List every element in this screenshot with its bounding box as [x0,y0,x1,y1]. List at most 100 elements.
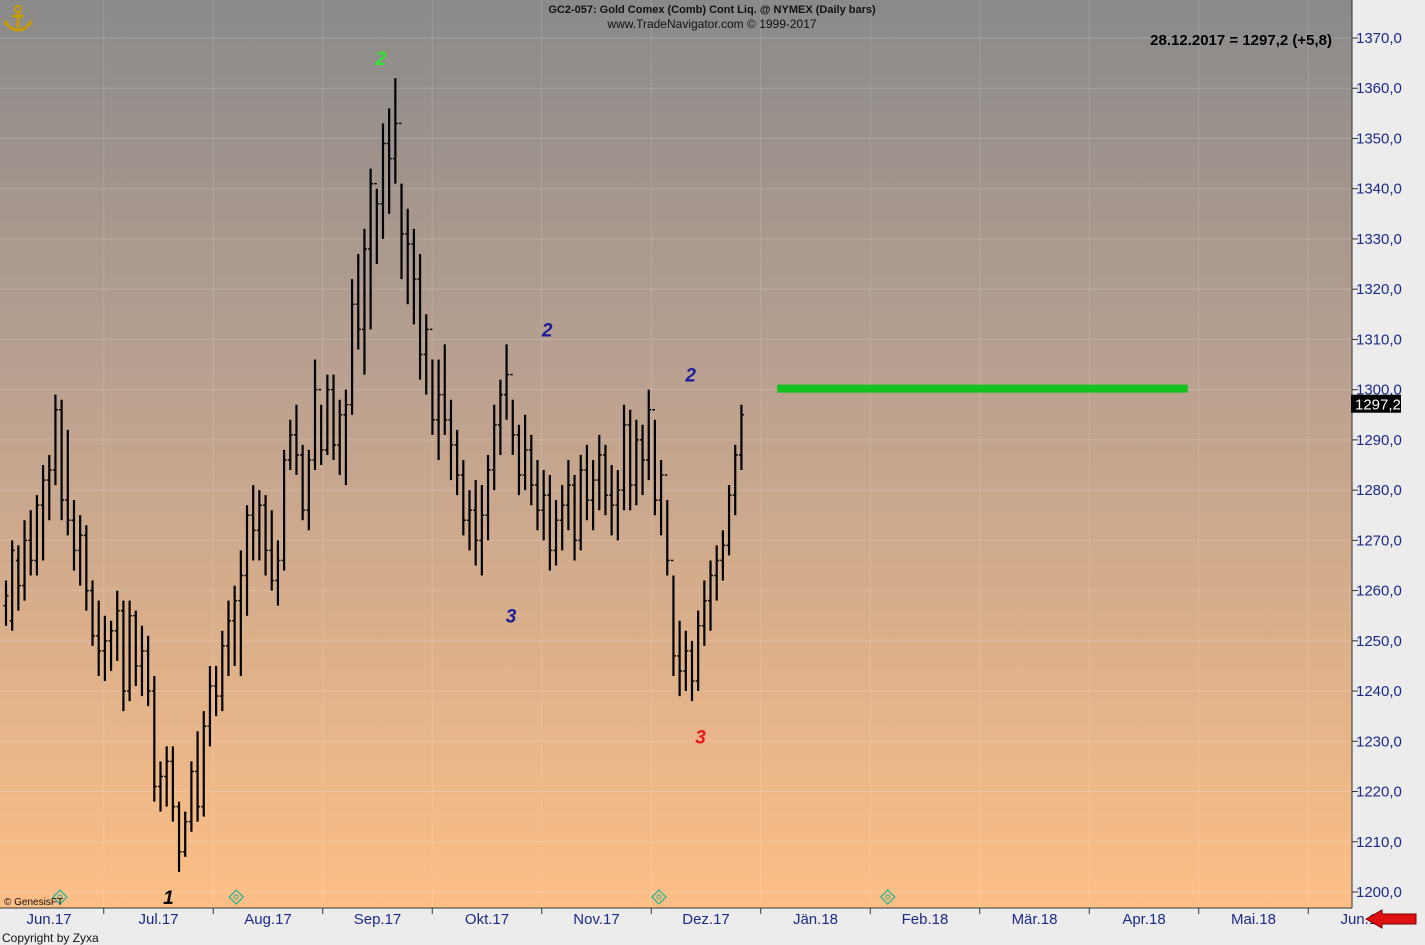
y-tick-label: 1260,0 [1356,583,1402,600]
resistance-line [777,384,1188,393]
ohlc-bar [528,434,534,506]
ohlc-bar [293,404,299,476]
copyright-text: Copyright by Zyxa [2,931,99,945]
genesis-credit: © GenesisFT [4,897,63,908]
ohlc-bar [219,630,225,712]
ohlc-bar [417,254,423,380]
wave-label: 3 [506,607,517,628]
month-dividers [103,0,1309,908]
ohlc-bar [559,485,565,551]
ohlc-bar [670,559,676,676]
ohlc-bar [646,389,652,481]
ohlc-bar [460,459,466,536]
ohlc-bar [182,811,188,857]
ohlc-bar [318,388,324,465]
y-tick-label: 1200,0 [1356,884,1402,901]
left-arrow-icon[interactable] [1364,909,1417,929]
ohlc-bar [71,500,77,571]
ohlc-bar [578,454,584,551]
ohlc-bar [621,404,627,511]
ohlc-bar [133,610,139,687]
price-stamp: 28.12.2017 = 1297,2 (+5,8) [1150,32,1332,49]
ohlc-bar [349,279,355,415]
y-tick-label: 1220,0 [1356,784,1402,801]
ohlc-bar [96,600,102,676]
ohlc-bar [429,328,435,435]
ohlc-bar [516,424,522,496]
ohlc-bar [83,525,89,611]
ohlc-bar [77,515,83,586]
y-tick-label: 1360,0 [1356,80,1402,97]
ohlc-bar [454,429,460,496]
ohlc-bar [485,454,491,541]
ohlc-bar [102,615,108,682]
ohlc-bar [355,254,361,350]
y-axis-ticks: 1200,0 1210,0 1220,0 1230,0 1240,0 1250,0 1260… [1352,30,1402,901]
x-tick-label: Jun.17 [26,911,71,928]
x-tick-label: Sep.17 [354,911,402,928]
ohlc-bar [609,465,615,536]
ohlc-bar [176,801,182,872]
x-tick-label: Apr.18 [1122,911,1165,928]
ohlc-bar [689,640,695,702]
ohlc-bar [448,399,454,481]
ohlc-bar [720,530,726,581]
ohlc-bar [269,510,275,591]
y-tick-label: 1350,0 [1356,130,1402,147]
ohlc-bar [633,419,639,506]
x-axis-ticks: Jun.17 Jul.17 Aug.17 Sep.17 Okt.17 Nov.17 Dez.… [26,908,1386,928]
ohlc-bar [28,510,34,576]
ohlc-bar [627,409,633,511]
ohlc-bar [683,630,689,692]
ohlc-bar [590,459,596,531]
ohlc-bar [120,600,126,712]
last-price-label: 1297,2 [1355,397,1401,414]
ohlc-bar [127,600,133,702]
ohlc-bar [361,228,367,375]
chart-source: www.TradeNavigator.com © 1999-2017 [606,17,816,31]
ohlc-bar [300,444,306,521]
ohlc-bar [207,665,213,747]
ohlc-bar [90,580,96,646]
last-price-tag: 1297,2 [1351,394,1401,414]
x-tick-label: Feb.18 [902,911,949,928]
ohlc-bar [238,550,244,676]
y-tick-label: 1340,0 [1356,181,1402,198]
ohlc-bar [640,424,646,496]
diamond-marker-icon [650,889,667,905]
y-tick-label: 1320,0 [1356,281,1402,298]
ohlc-bar [738,404,744,471]
x-tick-label: Nov.17 [573,911,619,928]
ohlc-bar [263,495,269,576]
ohlc-bar [34,495,40,576]
ohlc-bar [522,414,528,491]
ohlc-bar [158,761,163,812]
ohlc-bar [664,474,670,576]
ohlc-bar [565,459,571,531]
x-tick-label: Jul.17 [138,911,178,928]
x-axis-panel [0,908,1425,945]
ohlc-bar [695,610,701,692]
ohlc-bar [423,314,429,395]
ohlc-bar [732,444,738,516]
ohlc-bar [714,545,720,601]
ohlc-bar [195,731,201,822]
ohlc-bar [3,580,9,626]
ohlc-bar [386,108,392,214]
ohlc-bar [170,746,176,822]
ohlc-bar [380,123,386,239]
ohlc-bar [225,600,231,676]
x-tick-label: Aug.17 [244,911,292,928]
ohlc-bar [534,459,540,531]
y-tick-label: 1230,0 [1356,733,1402,750]
ohlc-bar [658,459,664,536]
ohlc-bar [442,344,448,435]
x-tick-label: Jän.18 [793,911,838,928]
x-tick-label: Mai.18 [1231,911,1276,928]
ohlc-bar [232,585,238,666]
y-tick-label: 1290,0 [1356,432,1402,449]
ohlc-bar [497,379,503,455]
wave-label: 3 [695,727,706,748]
ohlc-bar [572,475,578,561]
ohlc-bar [46,454,52,521]
